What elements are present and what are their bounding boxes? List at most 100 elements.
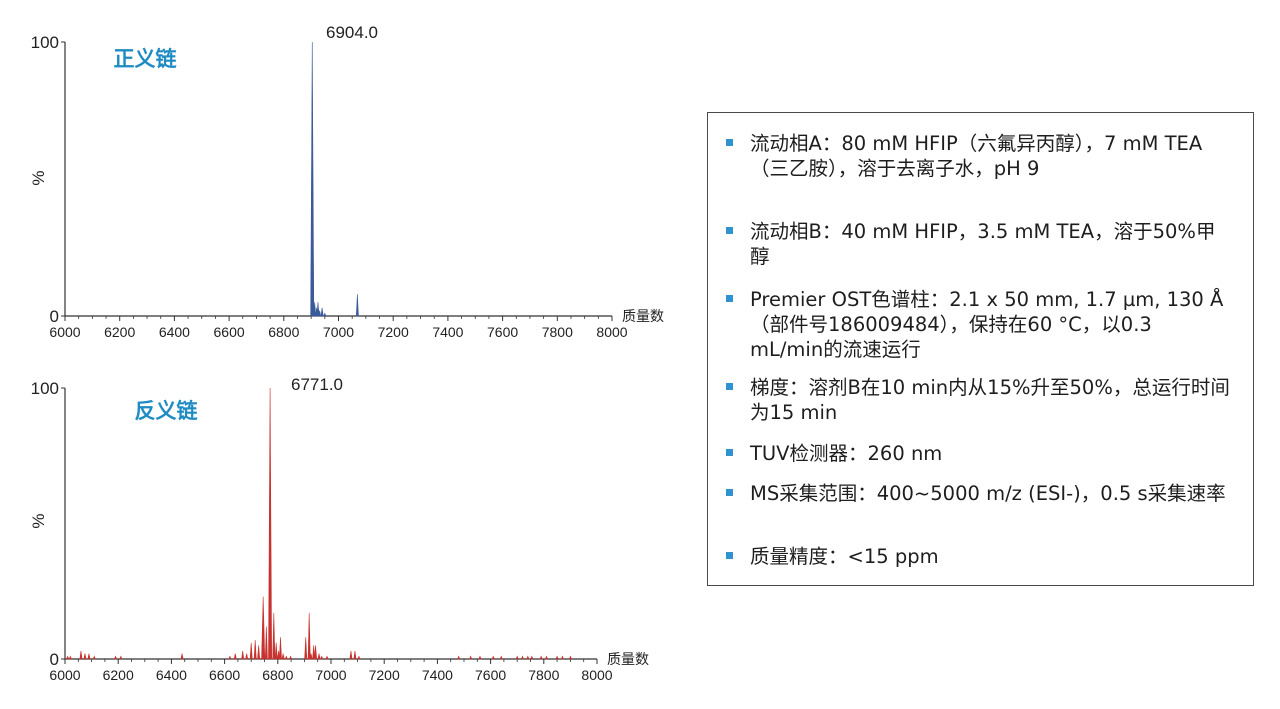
spectrum-peak [317, 653, 321, 660]
spectrum-peak [253, 640, 257, 660]
bullet-icon [726, 449, 733, 456]
bullet-icon [726, 139, 733, 146]
spectrum-peak [304, 637, 308, 660]
x-tick-label: 8000 [581, 667, 612, 683]
spectrum-peak [520, 655, 525, 660]
spectrum-peak [261, 596, 266, 660]
condition-item-tuv-detector: TUV检测器：260 nm [726, 441, 1231, 466]
spectrum-peak [544, 655, 549, 660]
spectrum-peak [277, 650, 281, 660]
condition-item-mass-accuracy: 质量精度：<15 ppm [726, 544, 1231, 569]
spectrum-peak [92, 655, 96, 660]
x-tick-label: 7000 [315, 667, 346, 683]
spectrum-peak [353, 650, 357, 660]
bullet-icon [726, 489, 733, 496]
spectrum-peak [325, 655, 329, 660]
spectrum-peak [68, 655, 72, 660]
y-tick-label: 0 [50, 650, 59, 669]
spectrum-peak [515, 655, 519, 660]
x-tick-label: 6200 [104, 324, 135, 340]
spectrum-peak [316, 302, 320, 317]
x-tick-label: 6600 [209, 667, 240, 683]
spectrum-peak [245, 653, 249, 660]
spectrum-peak [320, 655, 324, 660]
spectrum-peak [530, 655, 534, 660]
spectrum-peak [320, 307, 324, 317]
spectrum-peak [478, 655, 482, 660]
spectrum-peak [313, 302, 317, 317]
x-tick-label: 7800 [528, 667, 559, 683]
x-tick-label: 6800 [268, 324, 299, 340]
x-tick-label: 6400 [159, 324, 190, 340]
spectrum-peak [318, 310, 322, 317]
spectrum-peak [233, 653, 237, 660]
y-axis-label: % [29, 170, 48, 185]
spectrum-peak [66, 655, 70, 660]
x-tick-label: 6000 [49, 324, 80, 340]
x-tick-label: 7200 [378, 324, 409, 340]
spectrum-peak [284, 655, 288, 660]
spectrum-peak [312, 645, 316, 660]
condition-item-mobile-phase-b: 流动相B：40 mM HFIP，3.5 mM TEA，溶于50%甲醇 [726, 219, 1231, 269]
spectrum-peak [323, 312, 327, 317]
y-tick-label: 100 [31, 379, 59, 398]
x-tick-label: 7400 [432, 324, 463, 340]
spectrum-peak [499, 655, 503, 660]
chart-title: 反义链 [135, 399, 199, 423]
spectrum-peak [241, 650, 245, 660]
spectrum-peak [87, 653, 91, 660]
bullet-icon [726, 227, 733, 234]
spectrum-peak [257, 645, 261, 660]
x-axis-label: 质量数 [622, 308, 664, 324]
spectrum-peak [274, 642, 278, 660]
y-tick-label: 0 [50, 307, 59, 326]
spectrum-peak [568, 655, 572, 660]
x-tick-label: 6800 [262, 667, 293, 683]
x-tick-label: 7800 [542, 324, 573, 340]
spectrum-peak [279, 637, 282, 660]
spectrum-peak [272, 612, 276, 660]
spectrum-peak [113, 655, 118, 660]
conditions-panel: 流动相A：80 mM HFIP（六氟异丙醇），7 mM TEA（三乙胺），溶于去… [707, 112, 1254, 586]
spectrum-peak [249, 642, 253, 660]
spectrum-peak [281, 653, 285, 660]
chart-title: 正义链 [114, 47, 178, 71]
x-tick-label: 7200 [369, 667, 400, 683]
spectrum-peak [268, 387, 272, 660]
bullet-icon [726, 295, 733, 302]
x-tick-label: 6200 [103, 667, 134, 683]
spectrum-peak [119, 655, 123, 660]
spectrum-peak [349, 650, 353, 660]
spectrum-peak [469, 655, 473, 660]
spectrum-peak [539, 655, 543, 660]
spectrum-peak [314, 645, 317, 660]
spectrum-peak [310, 41, 315, 317]
peak-label: 6904.0 [326, 23, 378, 42]
x-tick-label: 6600 [214, 324, 245, 340]
bullet-icon [726, 552, 733, 559]
condition-item-gradient: 梯度：溶剂B在10 min内从15%升至50%，总运行时间为15 min [726, 375, 1231, 425]
x-tick-label: 7400 [422, 667, 453, 683]
bullet-icon [726, 383, 733, 390]
spectrum-peak [289, 655, 293, 660]
spectrum-peak [309, 653, 313, 660]
condition-item-mobile-phase-a: 流动相A：80 mM HFIP（六氟异丙醇），7 mM TEA（三乙胺），溶于去… [726, 131, 1231, 181]
x-axis-label: 质量数 [607, 651, 649, 667]
spectrum-peak [357, 655, 361, 660]
spectrum-peak [264, 626, 268, 660]
spectrum-peak [83, 653, 87, 660]
spectrum-peak [355, 294, 359, 317]
x-tick-label: 8000 [596, 324, 627, 340]
spectrum-peak [307, 612, 311, 660]
condition-item-column: Premier OST色谱柱：2.1 x 50 mm, 1.7 µm, 130 … [726, 287, 1231, 362]
x-tick-label: 6400 [156, 667, 187, 683]
spectrum-peak [79, 650, 83, 660]
spectrum-peak [457, 655, 461, 660]
spectrum-peak [228, 655, 232, 660]
peak-label: 6771.0 [291, 375, 343, 394]
condition-item-ms-range: MS采集范围：400~5000 m/z (ESI-)，0.5 s采集速率 [726, 481, 1231, 506]
spectrum-peak [555, 655, 559, 660]
x-tick-label: 7000 [323, 324, 354, 340]
spectrum-peak [491, 655, 495, 660]
